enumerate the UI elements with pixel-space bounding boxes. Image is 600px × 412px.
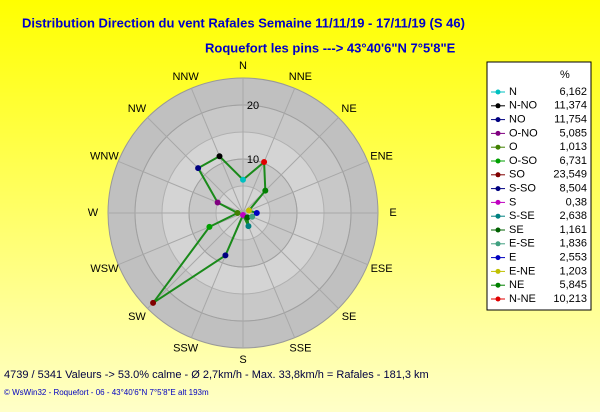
- data-point: [214, 199, 221, 206]
- legend-value: 1,836: [559, 238, 587, 250]
- legend-marker: [495, 268, 501, 274]
- legend-marker: [495, 89, 501, 95]
- spoke: [190, 88, 244, 214]
- axis-label: S: [239, 354, 246, 366]
- legend-marker: [495, 199, 501, 205]
- legend-marker: [495, 144, 501, 150]
- axis-label: ENE: [370, 151, 393, 163]
- legend-label: S: [509, 196, 516, 208]
- axis-label: NW: [128, 103, 147, 115]
- legend-marker: [495, 158, 501, 164]
- legend-marker: [495, 213, 501, 219]
- data-point: [240, 176, 246, 183]
- spoke: [147, 117, 244, 214]
- legend-label: O-SO: [509, 155, 538, 167]
- legend-label: N-NE: [509, 293, 536, 305]
- axis-label: WNW: [90, 151, 119, 163]
- data-point: [222, 252, 229, 259]
- legend-value: 1,203: [559, 265, 587, 277]
- legend-value: 2,553: [559, 252, 587, 264]
- data-point: [150, 299, 157, 306]
- data-point: [195, 165, 202, 172]
- legend-marker: [495, 172, 501, 178]
- legend-marker: [495, 241, 501, 247]
- spoke: [147, 212, 244, 309]
- data-point: [244, 214, 251, 221]
- r-tick-label: 20: [247, 100, 259, 112]
- legend-label: NE: [509, 279, 524, 291]
- legend-marker: [495, 186, 501, 192]
- axis-label: SSW: [173, 343, 199, 355]
- axis-label: ESE: [371, 263, 393, 275]
- axis-label: SE: [342, 311, 357, 323]
- axis-label: NNW: [172, 71, 199, 83]
- legend-label: E-SE: [509, 238, 535, 250]
- legend-title: %: [560, 69, 570, 81]
- axis-label: SSE: [289, 343, 311, 355]
- legend-marker: [495, 117, 501, 123]
- spoke: [242, 212, 339, 309]
- data-point: [216, 153, 223, 160]
- legend-marker: [495, 255, 501, 261]
- data-point: [245, 223, 252, 230]
- axis-label: W: [88, 207, 99, 219]
- data-point: [246, 207, 253, 214]
- legend-value: 5,085: [559, 127, 587, 139]
- legend-label: S-SO: [509, 183, 536, 195]
- legend-value: 23,549: [553, 169, 587, 181]
- legend-value: 6,731: [559, 155, 587, 167]
- legend-value: 0,38: [566, 196, 587, 208]
- legend-value: 6,162: [559, 86, 587, 98]
- legend-marker: [495, 296, 501, 302]
- legend-value: 1,161: [559, 224, 587, 236]
- axis-label: SW: [128, 311, 146, 323]
- data-point: [261, 159, 268, 166]
- spoke: [242, 88, 296, 214]
- data-point: [262, 187, 269, 194]
- legend-label: E: [509, 252, 516, 264]
- legend-marker: [495, 227, 501, 233]
- data-point: [206, 223, 213, 230]
- legend-value: 8,504: [559, 183, 587, 195]
- legend-label: SE: [509, 224, 524, 236]
- axis-label: NNE: [289, 71, 312, 83]
- chart-title: Distribution Direction du vent Rafales S…: [22, 15, 465, 30]
- spoke: [242, 212, 368, 266]
- data-point: [240, 212, 246, 219]
- legend-label: E-NE: [509, 265, 535, 277]
- legend-marker: [495, 130, 501, 136]
- footer: 4739 / 5341 Valeurs -> 53.0% calme - Ø 2…: [4, 369, 429, 381]
- spoke: [242, 160, 368, 214]
- axis-label: E: [389, 207, 396, 219]
- data-point: [253, 210, 260, 216]
- legend-value: 10,213: [553, 293, 587, 305]
- legend-label: N-NO: [509, 100, 538, 112]
- legend-marker: [495, 282, 501, 288]
- legend-value: 2,638: [559, 210, 587, 222]
- legend-box: [486, 61, 592, 311]
- legend-label: S-SE: [509, 210, 535, 222]
- axis-label: WSW: [90, 263, 119, 275]
- legend-value: 1,013: [559, 141, 587, 153]
- legend-value: 11,374: [554, 100, 587, 112]
- chart-subtitle: Roquefort les pins ---> 43°40'6"N 7°5'8"…: [205, 40, 456, 55]
- data-point: [249, 213, 256, 220]
- r-tick-label: 10: [247, 154, 259, 166]
- legend-label: SO: [509, 169, 525, 181]
- legend-marker: [495, 103, 501, 109]
- legend-label: NO: [509, 114, 526, 126]
- legend-label: N: [509, 86, 517, 98]
- credit: © WsWin32 - Roquefort - 06 - 43°40'6"N 7…: [4, 388, 209, 397]
- legend-value: 11,754: [554, 114, 587, 126]
- legend-value: 5,845: [559, 279, 587, 291]
- spoke: [242, 212, 296, 338]
- legend-label: O: [509, 141, 518, 153]
- axis-label: N: [239, 60, 247, 72]
- data-point: [234, 210, 241, 216]
- legend-label: O-NO: [509, 127, 538, 139]
- axis-label: NE: [341, 103, 356, 115]
